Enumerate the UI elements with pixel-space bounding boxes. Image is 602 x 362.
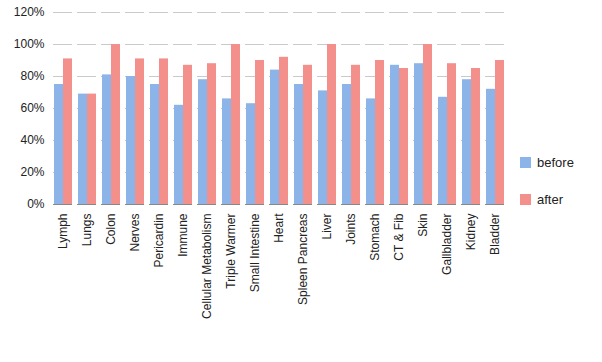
svg-text:Cellular Metabolism: Cellular Metabolism	[200, 214, 214, 319]
svg-text:Bladder: Bladder	[488, 214, 502, 255]
html-text:after: after	[537, 192, 563, 207]
svg-text:40%: 40%	[20, 133, 44, 147]
svg-text:Colon: Colon	[104, 214, 118, 245]
svg-text:Skin: Skin	[416, 214, 430, 237]
svg-text:20%: 20%	[20, 165, 44, 179]
svg-text:Spleen Pancreas: Spleen Pancreas	[296, 214, 310, 305]
svg-text:80%: 80%	[20, 69, 44, 83]
svg-text:Gallbladder: Gallbladder	[440, 214, 454, 275]
svg-text:100%: 100%	[14, 37, 45, 51]
svg-text:Liver: Liver	[320, 214, 334, 240]
svg-text:Stomach: Stomach	[368, 214, 382, 261]
svg-text:Small Intestine: Small Intestine	[248, 213, 262, 292]
svg-text:Kidney: Kidney	[464, 214, 478, 251]
svg-text:Lymph: Lymph	[56, 214, 70, 250]
svg-text:Joints: Joints	[344, 214, 358, 245]
svg-text:Lungs: Lungs	[80, 214, 94, 247]
svg-text:Immune: Immune	[176, 213, 190, 257]
svg-text:Triple Warmer: Triple Warmer	[224, 214, 238, 289]
html-text:before: before	[537, 155, 574, 170]
svg-text:120%: 120%	[14, 5, 45, 19]
svg-text:60%: 60%	[20, 101, 44, 115]
svg-text:0%: 0%	[27, 197, 45, 211]
svg-text:Heart: Heart	[272, 213, 286, 243]
svg-text:Pericardin: Pericardin	[152, 214, 166, 268]
svg-text:CT & Fib: CT & Fib	[392, 213, 406, 260]
svg-text:Nerves: Nerves	[128, 214, 142, 252]
